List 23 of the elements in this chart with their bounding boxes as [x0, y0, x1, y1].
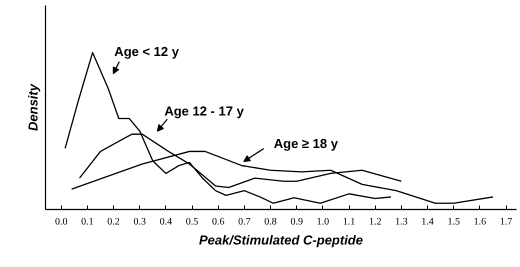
- series-label: Age < 12 y: [114, 44, 180, 60]
- y-axis-title: Density: [26, 83, 40, 131]
- series-label: Age 12 - 17 y: [164, 104, 245, 119]
- x-tick-label: 0.9: [290, 216, 303, 228]
- x-tick-label: 1.3: [395, 216, 408, 228]
- x-tick-label: 1.0: [316, 216, 330, 228]
- x-tick-label: 0.2: [107, 216, 120, 228]
- x-axis-title: Peak/Stimulated C-peptide: [199, 232, 363, 248]
- x-tick-label: 0.0: [54, 216, 68, 228]
- x-tick-label: 1.6: [474, 216, 486, 228]
- x-tick-label: 0.5: [186, 216, 198, 228]
- x-tick-label: 0.1: [81, 216, 94, 228]
- x-tick-label: 0.4: [160, 216, 172, 228]
- x-tick-label: 0.3: [133, 216, 146, 228]
- x-tick-label: 1.4: [421, 216, 434, 228]
- series-label: Age ≥ 18 y: [274, 136, 339, 152]
- x-tick-label: 0.6: [212, 216, 224, 228]
- x-tick-label: 1.2: [368, 216, 382, 228]
- x-tick-label: 0.8: [264, 216, 277, 228]
- x-tick-label: 1.7: [500, 216, 512, 228]
- x-tick-label: 1.1: [342, 216, 356, 228]
- x-tick-label: 0.7: [238, 216, 251, 228]
- x-tick-label: 1.5: [447, 216, 460, 228]
